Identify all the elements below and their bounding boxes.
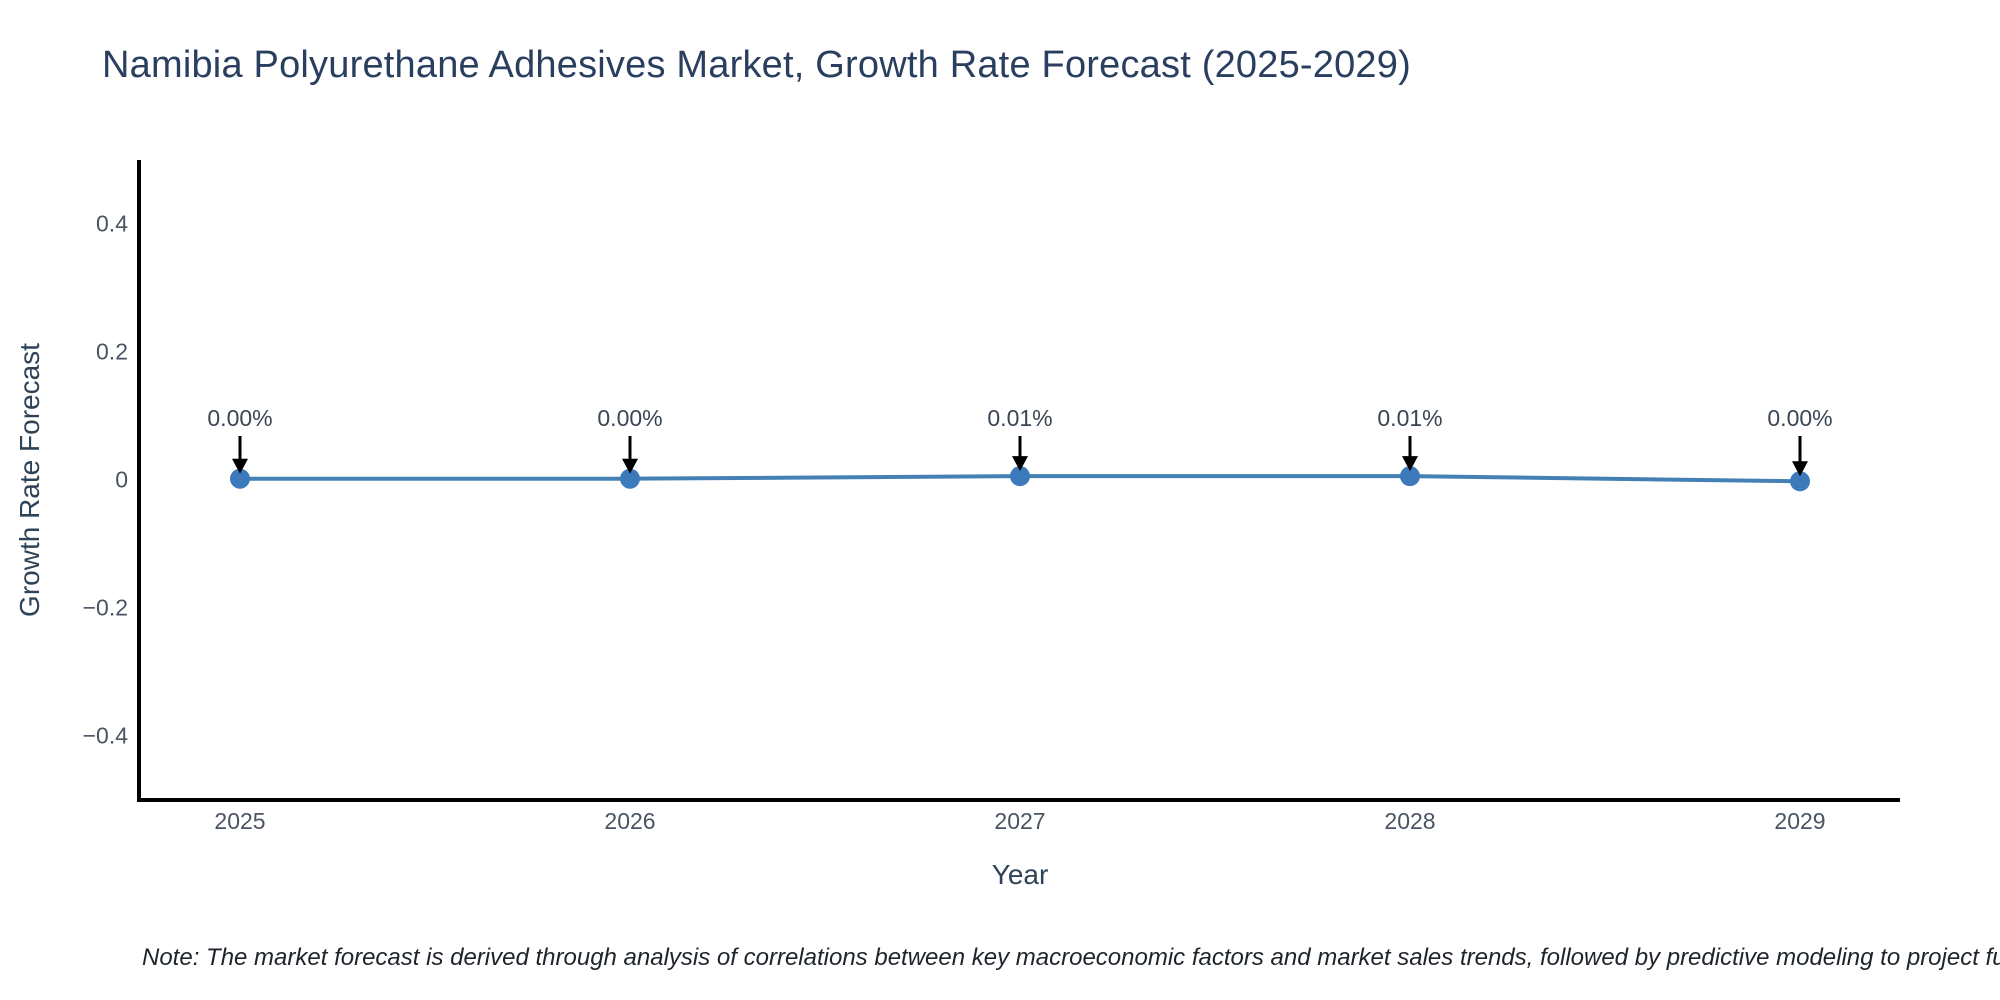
x-axis-tick-label: 2027	[994, 808, 1046, 834]
annotation-arrow-head	[1012, 456, 1028, 472]
x-axis-tick-label: 2026	[604, 808, 656, 834]
data-point-label: 0.01%	[987, 405, 1053, 431]
x-axis-tick-label: 2029	[1774, 808, 1826, 834]
data-point-marker	[620, 468, 640, 489]
data-point-marker	[230, 468, 250, 489]
annotation-arrow-head	[232, 458, 248, 474]
data-point-label: 0.00%	[207, 405, 273, 431]
y-axis-tick-label: 0	[115, 466, 128, 493]
data-point-label: 0.00%	[1767, 405, 1833, 431]
x-axis-tick-label: 2025	[214, 808, 266, 834]
y-axis-tick-label: 0.2	[96, 338, 128, 365]
y-axis-title: Growth Rate Forecast	[14, 343, 45, 617]
data-point-marker	[1790, 471, 1810, 492]
footnote-text: Note: The market forecast is derived thr…	[142, 944, 2000, 971]
y-axis-tick-label: −0.2	[82, 594, 128, 621]
annotation-arrow-head	[1402, 456, 1418, 472]
y-axis-tick-label: 0.4	[96, 210, 128, 237]
data-point-marker	[1010, 466, 1030, 487]
data-point-marker	[1400, 466, 1420, 487]
data-point-label: 0.00%	[597, 405, 663, 431]
x-axis-title: Year	[991, 859, 1049, 890]
x-axis-tick-label: 2028	[1384, 808, 1436, 834]
data-point-label: 0.01%	[1377, 405, 1443, 431]
annotation-arrow-head	[1792, 461, 1808, 477]
y-axis-tick-label: −0.4	[82, 722, 128, 749]
chart-title: Namibia Polyurethane Adhesives Market, G…	[102, 44, 1411, 86]
annotation-arrow-head	[622, 458, 638, 474]
